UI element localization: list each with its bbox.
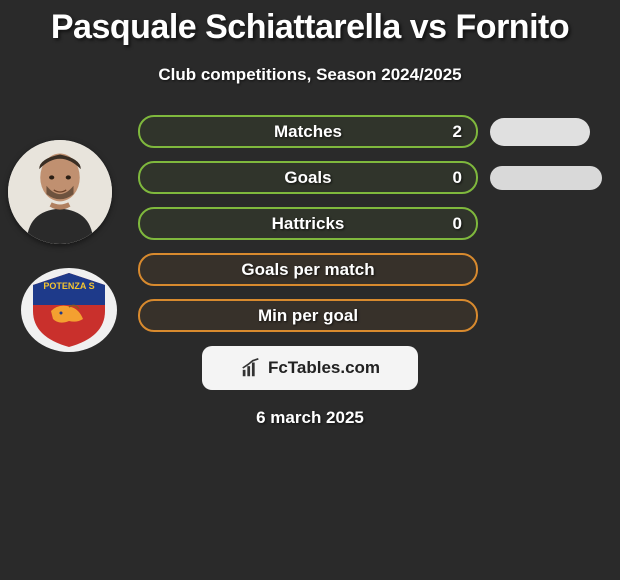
comparison-pill: [490, 166, 602, 190]
stat-label: Matches: [274, 122, 342, 142]
site-logo-text: FcTables.com: [268, 358, 380, 378]
subtitle: Club competitions, Season 2024/2025: [0, 65, 620, 85]
date: 6 march 2025: [0, 408, 620, 428]
svg-text:POTENZA S: POTENZA S: [43, 281, 94, 291]
stat-bar: Goals 0: [138, 161, 478, 194]
stat-value: 0: [453, 214, 462, 234]
stat-label: Goals: [284, 168, 331, 188]
stat-bar: Min per goal: [138, 299, 478, 332]
stat-label: Hattricks: [272, 214, 345, 234]
stat-bars: Matches 2 Goals 0 Hattricks 0 Goals per match M…: [138, 115, 602, 332]
shield-icon: POTENZA S: [18, 267, 120, 353]
player-avatar: [8, 140, 112, 244]
stat-row: Min per goal: [138, 299, 602, 332]
stat-row: Goals per match: [138, 253, 602, 286]
stats-area: POTENZA S Matches2Goals0Hattricks0Goals …: [0, 115, 620, 332]
stat-row: Goals 0: [138, 161, 602, 194]
chart-icon: [240, 357, 262, 379]
stat-bar: Matches 2: [138, 115, 478, 148]
page-title: Pasquale Schiattarella vs Fornito: [0, 0, 620, 47]
site-logo: FcTables.com: [202, 346, 418, 390]
person-icon: [8, 140, 112, 244]
stat-bar: Goals per match: [138, 253, 478, 286]
stat-bar: Hattricks 0: [138, 207, 478, 240]
stat-value: 0: [453, 168, 462, 188]
stat-label: Min per goal: [258, 306, 358, 326]
comparison-pill: [490, 118, 590, 146]
stat-label: Goals per match: [241, 260, 374, 280]
club-badge: POTENZA S: [18, 267, 120, 353]
stat-row: Hattricks 0: [138, 207, 602, 240]
stat-row: Matches 2: [138, 115, 602, 148]
stat-value: 2: [453, 122, 462, 142]
